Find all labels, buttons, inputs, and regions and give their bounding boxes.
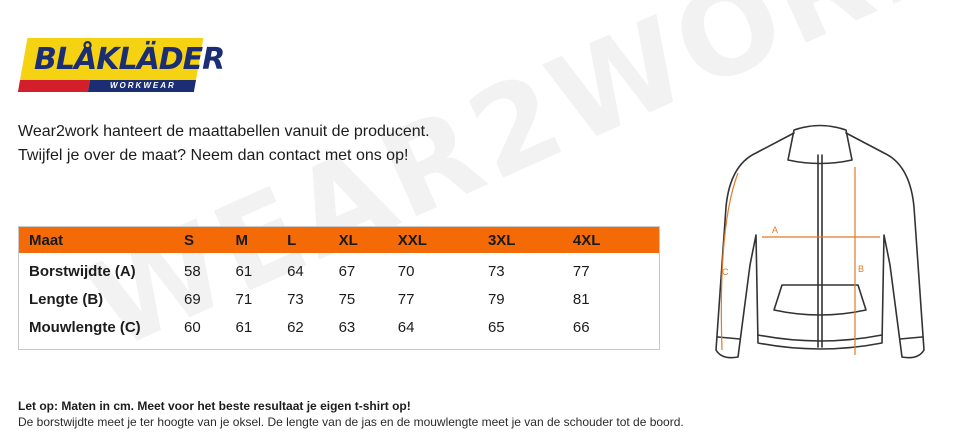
table-cell: 73 [287,290,304,308]
measure-line-c [720,172,739,351]
table-cell: 75 [338,290,356,308]
note-text: De borstwijdte meet je ter hoogte van je… [18,415,684,429]
row-label: Mouwlengte (C) [29,318,141,336]
table-cell: 65 [487,318,505,336]
logo-sub-text: WORKWEAR [110,81,176,90]
jacket-pocket [773,284,867,316]
jacket-cuffs [717,336,923,340]
label-c: C [722,267,729,277]
table-cell: 67 [338,262,356,280]
table-cell: 77 [572,262,590,280]
header-cell: Maat [18,226,184,253]
label-a: A [772,225,778,235]
logo-brand-text: BLÅKLÄDER [34,42,225,77]
jacket-hem [757,334,883,342]
table-row: Borstwijdte (A) 58 61 64 67 70 73 77 [19,253,660,285]
measurement-note: Let op: Maten in cm. Meet voor het beste… [18,399,684,430]
row-label: Borstwijdte (A) [29,262,136,280]
intro-text: Wear2work hanteert de maattabellen vanui… [18,120,430,168]
table-cell: 73 [487,262,505,280]
table-cell: 64 [287,262,304,280]
size-table-header-row: Maat S M L XL XXL 3XL 4XL [18,226,660,253]
table-cell: 69 [184,290,201,308]
header-cell: 3XL [487,226,573,253]
table-cell: 77 [397,290,415,308]
table-cell: 63 [338,318,356,336]
table-cell: 61 [235,262,253,280]
intro-line-1: Wear2work hanteert de maattabellen vanui… [18,123,430,140]
table-cell: 66 [572,318,590,336]
header-cell: XL [338,226,398,253]
table-cell: 60 [184,318,201,336]
table-cell: 58 [184,262,201,280]
table-cell: 81 [572,290,590,308]
size-table: Maat S M L XL XXL 3XL 4XL Borstwijdte (A… [18,226,660,350]
brand-logo: BLÅKLÄDER WORKWEAR [17,38,225,94]
table-cell: 64 [397,318,415,336]
table-cell: 61 [235,318,253,336]
table-cell: 79 [487,290,505,308]
table-row: Lengte (B) 69 71 73 75 77 79 81 [19,285,660,313]
header-cell: M [235,226,288,253]
table-cell: 70 [397,262,415,280]
jacket-zipper [817,154,823,348]
header-cell: L [287,226,339,253]
jacket-body [715,132,925,359]
label-b: B [858,264,864,274]
intro-line-2: Twijfel je over de maat? Neem dan contac… [18,147,409,164]
header-cell: 4XL [572,226,660,253]
jacket-measurement-diagram: A B C [715,124,925,359]
table-cell: 71 [235,290,253,308]
header-cell: S [184,226,236,253]
jacket-collar [787,124,853,165]
note-bold: Let op: Maten in cm. Meet voor het beste… [18,399,411,413]
table-cell: 62 [287,318,304,336]
header-cell: XXL [397,226,488,253]
row-label: Lengte (B) [29,290,104,308]
table-row: Mouwlengte (C) 60 61 62 63 64 65 66 [19,313,660,350]
